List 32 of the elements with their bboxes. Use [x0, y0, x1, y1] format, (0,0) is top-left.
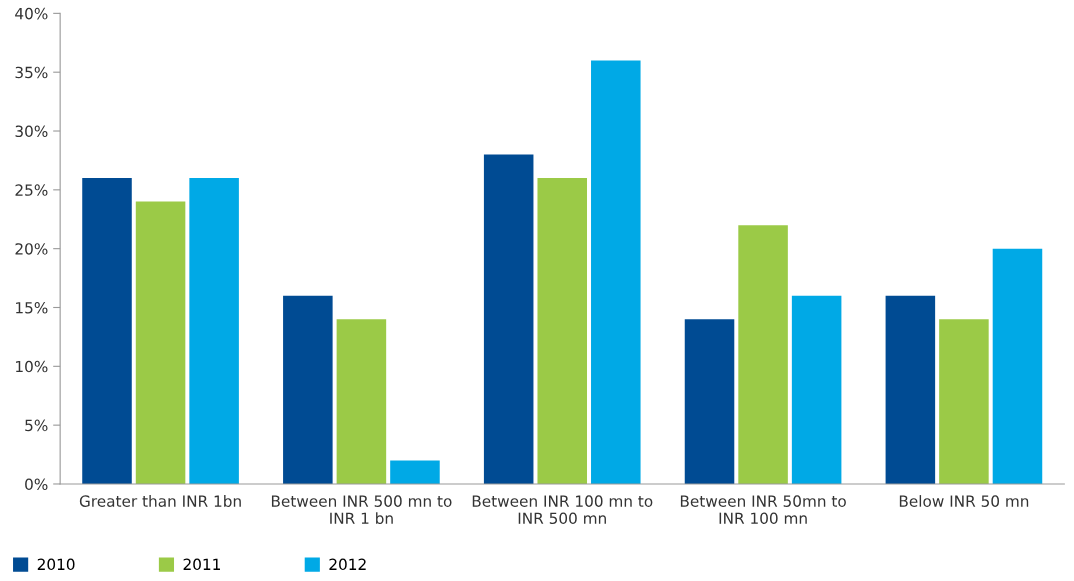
- y-tick-label: 15%: [16, 301, 48, 314]
- x-tick-label: Between INR 100 mn to INR 500 mn: [472, 495, 653, 525]
- y-tick-label: 20%: [15, 243, 48, 255]
- bar: [684, 319, 735, 484]
- bar: [390, 460, 440, 484]
- y-tick-label: 40%: [15, 7, 48, 20]
- bar: [336, 319, 387, 484]
- legend-label: 2011: [183, 558, 220, 571]
- bar: [791, 295, 842, 484]
- bar: [992, 248, 1043, 484]
- bar: [283, 295, 333, 484]
- x-tick-label: Between INR 500 mn to INR 1 bn: [271, 495, 452, 525]
- legend-label: 2012: [329, 558, 366, 571]
- bar: [82, 178, 132, 484]
- bar: [189, 178, 239, 484]
- x-tick-label: Below INR 50 mn: [899, 495, 1029, 507]
- bar: [939, 319, 989, 484]
- y-tick-label: 0%: [25, 478, 48, 490]
- bar: [591, 60, 641, 484]
- y-tick-label: 30%: [15, 125, 48, 138]
- y-tick-label: 25%: [15, 184, 48, 196]
- bar: [135, 201, 186, 484]
- bar: [537, 178, 588, 484]
- x-tick-label: Greater than INR 1bn: [79, 495, 241, 507]
- bar: [885, 295, 936, 484]
- bar: [483, 154, 534, 484]
- legend-label: 2010: [37, 558, 75, 571]
- y-tick-label: 5%: [25, 419, 48, 432]
- x-tick-label: Between INR 50mn to INR 100 mn: [680, 495, 846, 525]
- bar: [738, 225, 788, 484]
- y-tick-label: 35%: [15, 66, 48, 79]
- y-tick-label: 10%: [16, 360, 48, 373]
